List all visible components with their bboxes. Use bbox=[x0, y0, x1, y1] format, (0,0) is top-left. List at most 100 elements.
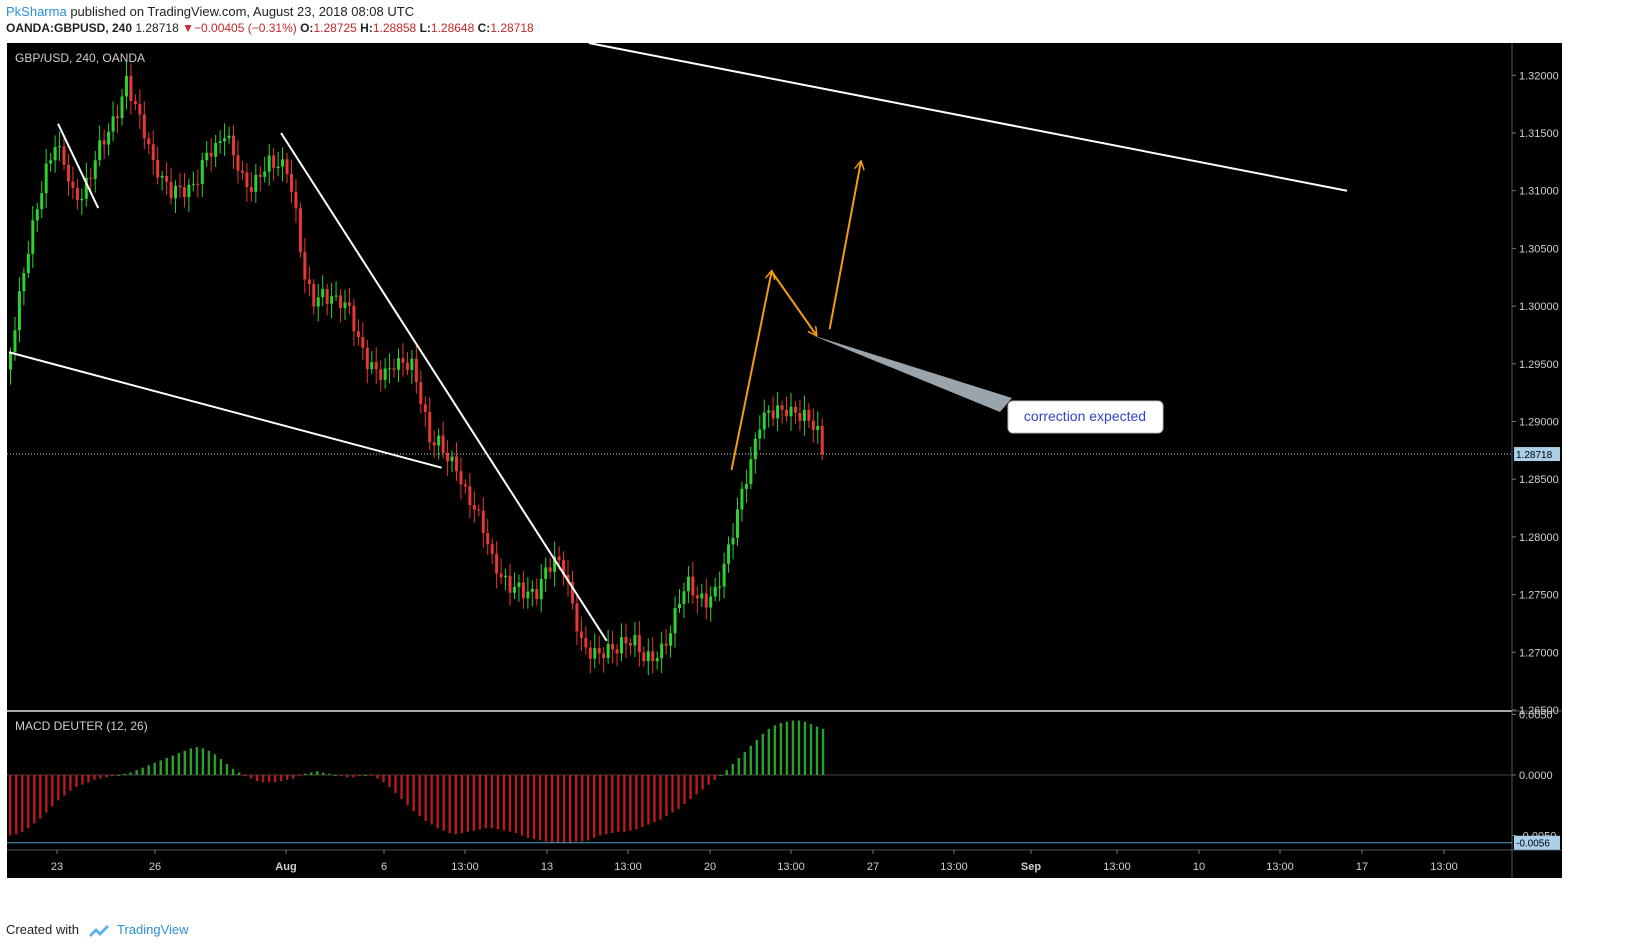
macd-bar bbox=[358, 774, 361, 777]
candle-body bbox=[182, 187, 186, 198]
candle-body bbox=[802, 409, 806, 421]
candle-body bbox=[263, 171, 267, 177]
macd-bar bbox=[743, 751, 746, 775]
tradingview-logo-icon bbox=[88, 924, 109, 937]
time-tick-label: 13:00 bbox=[1430, 861, 1458, 873]
macd-bar bbox=[255, 774, 259, 781]
candle-body bbox=[575, 603, 579, 632]
macd-bar bbox=[478, 774, 482, 830]
candle-body bbox=[232, 135, 235, 156]
candle-body bbox=[584, 638, 588, 648]
candle-body bbox=[240, 170, 244, 173]
macd-bar bbox=[382, 774, 385, 783]
macd-bar bbox=[376, 774, 379, 779]
candle-body bbox=[352, 305, 356, 332]
macd-bar bbox=[791, 720, 795, 775]
candle-body bbox=[727, 544, 731, 564]
macd-last-label: -0.0056 bbox=[1516, 839, 1550, 850]
candle-body bbox=[58, 146, 62, 148]
candle-body bbox=[771, 410, 775, 419]
author-link[interactable]: PkSharma bbox=[6, 4, 67, 19]
macd-bar bbox=[340, 774, 343, 777]
macd-histogram bbox=[7, 720, 1512, 843]
candle-body bbox=[214, 143, 218, 157]
candle-body bbox=[597, 648, 601, 654]
macd-bar bbox=[629, 774, 632, 831]
macd-bar bbox=[105, 774, 108, 778]
trend-line bbox=[280, 132, 608, 642]
time-tick-label: Sep bbox=[1021, 861, 1041, 873]
candle-body bbox=[423, 404, 427, 413]
candle-body bbox=[124, 75, 128, 97]
macd-bar bbox=[195, 747, 199, 775]
callout-text: correction expected bbox=[1024, 408, 1146, 424]
candle-body bbox=[347, 302, 351, 306]
macd-bar bbox=[165, 758, 168, 775]
macd-bar bbox=[261, 774, 265, 783]
candle-body bbox=[807, 409, 811, 421]
candle-body bbox=[80, 198, 84, 201]
candle-body bbox=[379, 369, 383, 380]
macd-bar bbox=[316, 771, 319, 775]
macd-bar bbox=[532, 774, 536, 840]
macd-bar bbox=[587, 774, 590, 841]
macd-bar bbox=[713, 774, 716, 780]
candle-body bbox=[811, 420, 815, 431]
candle-body bbox=[486, 532, 490, 545]
macd-bar bbox=[183, 750, 187, 775]
macd-bar bbox=[189, 748, 193, 775]
candle-body bbox=[637, 635, 641, 653]
candle-body bbox=[628, 643, 632, 646]
candle-body bbox=[236, 155, 240, 171]
candle-body bbox=[205, 152, 209, 161]
macd-bar bbox=[249, 774, 253, 779]
candle-body bbox=[521, 582, 525, 599]
candle-body bbox=[107, 131, 111, 145]
macd-bar bbox=[556, 774, 560, 843]
candle-body bbox=[776, 405, 780, 419]
macd-bar bbox=[797, 720, 801, 775]
publish-info: PkSharma published on TradingView.com, A… bbox=[6, 4, 414, 19]
time-tick-label: 27 bbox=[867, 861, 879, 873]
macd-bar bbox=[57, 774, 60, 801]
trend-line bbox=[588, 42, 1348, 192]
candle-body bbox=[463, 484, 467, 487]
candle-body bbox=[9, 352, 12, 370]
time-tick-label: 13:00 bbox=[614, 861, 642, 873]
candle-body bbox=[588, 647, 592, 659]
macd-bar bbox=[171, 755, 174, 775]
candle-body bbox=[84, 177, 88, 199]
projection-arrow bbox=[770, 270, 817, 334]
candle-body bbox=[749, 459, 753, 485]
macd-bar bbox=[695, 774, 698, 795]
candle-body bbox=[615, 649, 619, 654]
candle-body bbox=[785, 409, 789, 417]
candle-body bbox=[713, 586, 717, 597]
candle-body bbox=[169, 181, 173, 199]
candle-body bbox=[178, 185, 182, 188]
price-pane-title: GBP/USD, 240, OANDA bbox=[15, 51, 145, 65]
macd-tick-label: 0.0000 bbox=[1519, 770, 1553, 782]
macd-bar bbox=[352, 774, 355, 778]
macd-bar bbox=[641, 774, 644, 827]
candle-body bbox=[397, 358, 401, 370]
macd-bar bbox=[273, 774, 277, 783]
macd-bar bbox=[111, 774, 114, 777]
candle-body bbox=[446, 452, 450, 462]
candle-body bbox=[249, 187, 253, 192]
macd-bar bbox=[460, 774, 463, 834]
macd-pane bbox=[7, 712, 1512, 850]
macd-bar bbox=[707, 774, 710, 785]
macd-bar bbox=[33, 774, 36, 824]
candle-body bbox=[695, 595, 699, 599]
published-text: published on TradingView.com, August 23,… bbox=[70, 4, 415, 19]
macd-bar bbox=[237, 772, 241, 775]
price-tick-label: 1.26500 bbox=[1519, 705, 1559, 717]
candle-body bbox=[673, 608, 677, 634]
candle-body bbox=[709, 596, 713, 608]
macd-bar bbox=[213, 754, 217, 775]
low-value: 1.28648 bbox=[430, 21, 475, 35]
tradingview-link[interactable]: TradingView bbox=[116, 922, 189, 937]
price-tick-label: 1.29000 bbox=[1519, 417, 1559, 429]
